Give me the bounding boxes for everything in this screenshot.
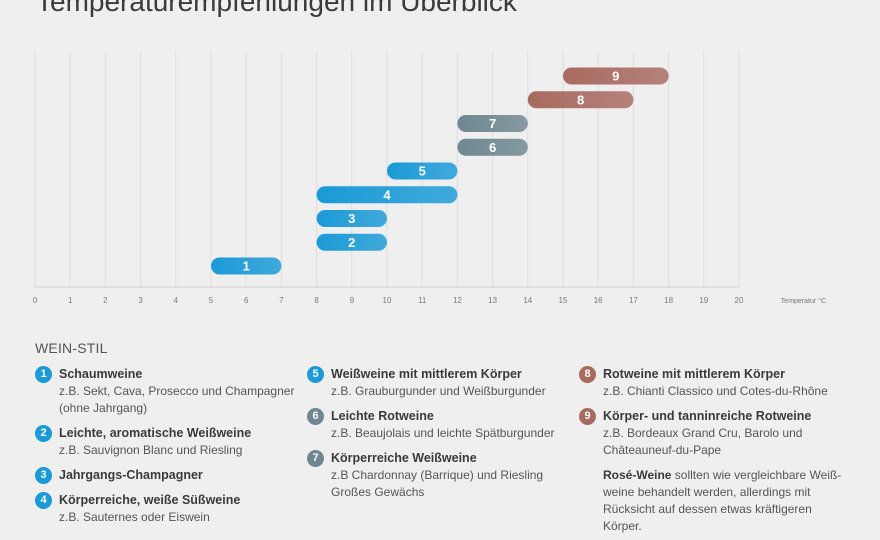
x-tick-label: 20 bbox=[735, 296, 744, 305]
legend-item-2: 2 Leichte, aromatische Weißweine z.B. Sauv… bbox=[35, 425, 305, 459]
x-tick-label: 17 bbox=[629, 296, 638, 305]
chart-title: Temperaturempfehlungen im Überblick bbox=[36, 0, 517, 17]
x-tick-labels: 0 1 2 3 4 5 6 7 8 9 10 11 12 13 14 15 16 17 18 19 20 bbox=[33, 296, 744, 305]
legend-item-8: 8 Rotweine mit mittlerem Körper z.B. Chian… bbox=[579, 366, 849, 400]
x-tick-label: 6 bbox=[244, 296, 249, 305]
legend-number-badge: 5 bbox=[307, 366, 324, 383]
legend-item-1: 1 Schaumweine z.B. Sekt, Cava, Prosecco un… bbox=[35, 366, 305, 417]
legend-examples: z.B. Sekt, Cava, Prosecco und Champagner… bbox=[59, 384, 295, 415]
legend-number-badge: 8 bbox=[579, 366, 596, 383]
range-bar-4 bbox=[316, 186, 458, 204]
x-axis-label: Temperatur °C bbox=[781, 297, 826, 305]
legend-examples: z.B. Sauvignon Blanc und Riesling bbox=[59, 443, 243, 457]
bar-label-6: 6 bbox=[489, 140, 496, 155]
bar-label-7: 7 bbox=[489, 116, 496, 131]
range-bar-1 bbox=[211, 257, 282, 275]
legend-examples: z.B. Grauburgunder und Weißburgunder bbox=[331, 384, 546, 398]
bar-label-2: 2 bbox=[348, 235, 355, 250]
legend-wine-style: Schaumweine bbox=[59, 367, 143, 381]
legend-item-9: 9 Körper- und tanninreiche Rotweine z.B. B… bbox=[579, 408, 849, 459]
rose-note-text: sollten wie vergleichbare Weiß-weine beh… bbox=[603, 468, 842, 533]
legend-item-7: 7 Körperreiche Weißweine z.B Chardonnay (B… bbox=[307, 450, 577, 501]
range-bar-2 bbox=[316, 233, 387, 251]
legend-wine-style: Körperreiche, weiße Süßweine bbox=[59, 493, 241, 507]
legend-wine-style: Jahrgangs-Champagner bbox=[59, 468, 203, 482]
legend-examples: z.B Chardonnay (Barrique) und Riesling G… bbox=[331, 468, 544, 499]
legend-wine-style: Körper- und tanninreiche Rotweine bbox=[603, 409, 812, 423]
legend-heading: WEIN-STIL bbox=[35, 340, 108, 356]
legend-examples: z.B. Sauternes oder Eiswein bbox=[59, 510, 210, 524]
legend-number-badge: 6 bbox=[307, 408, 324, 425]
x-tick-label: 4 bbox=[174, 296, 179, 305]
legend-number-badge: 9 bbox=[579, 408, 596, 425]
x-tick-label: 13 bbox=[488, 296, 497, 305]
legend-wine-style: Leichte Rotweine bbox=[331, 409, 434, 423]
legend-wine-style: Weißweine mit mittlerem Körper bbox=[331, 367, 522, 381]
legend-number-badge: 3 bbox=[35, 467, 52, 484]
range-bar-6 bbox=[457, 138, 528, 156]
grid-lines bbox=[34, 52, 740, 288]
x-tick-label: 16 bbox=[594, 296, 603, 305]
legend-column-1: 1 Schaumweine z.B. Sekt, Cava, Prosecco un… bbox=[35, 366, 305, 534]
legend-wine-style: Leichte, aromatische Weißweine bbox=[59, 426, 252, 440]
x-tick-label: 1 bbox=[68, 296, 73, 305]
bar-label-3: 3 bbox=[348, 211, 355, 226]
legend-wine-style: Rotweine mit mittlerem Körper bbox=[603, 367, 785, 381]
legend-number-badge: 1 bbox=[35, 366, 52, 383]
legend-item-6: 6 Leichte Rotweine z.B. Beaujolais und lei… bbox=[307, 408, 577, 442]
x-tick-label: 14 bbox=[523, 296, 532, 305]
bar-label-9: 9 bbox=[612, 69, 619, 84]
legend-examples: z.B. Chianti Classico und Cotes-du-Rhône bbox=[603, 384, 828, 398]
x-tick-label: 12 bbox=[453, 296, 462, 305]
x-tick-label: 5 bbox=[209, 296, 214, 305]
rose-note-bold: Rosé-Weine bbox=[603, 468, 672, 482]
bar-label-8: 8 bbox=[577, 92, 584, 107]
range-bar-3 bbox=[316, 210, 387, 227]
legend-examples: z.B. Beaujolais und leichte Spätburgunde… bbox=[331, 426, 555, 440]
x-tick-label: 19 bbox=[699, 296, 708, 305]
legend-column-2: 5 Weißweine mit mittlerem Körper z.B. Grau… bbox=[307, 366, 577, 509]
bar-group: 1 2 3 4 5 6 7 8 9 bbox=[211, 67, 669, 275]
legend-item-3: 3 Jahrgangs-Champagner bbox=[35, 467, 305, 484]
bar-label-1: 1 bbox=[243, 259, 250, 274]
legend-number-badge: 2 bbox=[35, 425, 52, 442]
x-tick-label: 18 bbox=[664, 296, 673, 305]
x-tick-label: 15 bbox=[559, 296, 568, 305]
x-tick-label: 10 bbox=[383, 296, 392, 305]
legend-number-badge: 4 bbox=[35, 492, 52, 509]
legend-wine-style: Körperreiche Weißweine bbox=[331, 451, 477, 465]
x-tick-label: 9 bbox=[350, 296, 355, 305]
legend-item-4: 4 Körperreiche, weiße Süßweine z.B. Sauter… bbox=[35, 492, 305, 526]
x-tick-label: 2 bbox=[103, 296, 108, 305]
x-tick-label: 3 bbox=[138, 296, 143, 305]
range-bar-7 bbox=[457, 115, 528, 132]
range-bar-5 bbox=[387, 162, 458, 180]
bar-label-5: 5 bbox=[419, 164, 426, 179]
legend-item-5: 5 Weißweine mit mittlerem Körper z.B. Grau… bbox=[307, 366, 577, 400]
x-tick-label: 8 bbox=[314, 296, 319, 305]
range-bar-8 bbox=[527, 91, 634, 109]
x-tick-label: 11 bbox=[418, 296, 427, 305]
range-bar-9 bbox=[563, 67, 669, 85]
legend-column-3: 8 Rotweine mit mittlerem Körper z.B. Chian… bbox=[579, 366, 849, 535]
rose-note: Rosé-Weine sollten wie vergleichbare Wei… bbox=[579, 467, 843, 535]
legend-examples: z.B. Bordeaux Grand Cru, Barolo und Chât… bbox=[603, 426, 803, 457]
x-tick-label: 0 bbox=[33, 296, 38, 305]
x-tick-label: 7 bbox=[279, 296, 284, 305]
legend-number-badge: 7 bbox=[307, 450, 324, 467]
bar-label-4: 4 bbox=[383, 187, 391, 202]
